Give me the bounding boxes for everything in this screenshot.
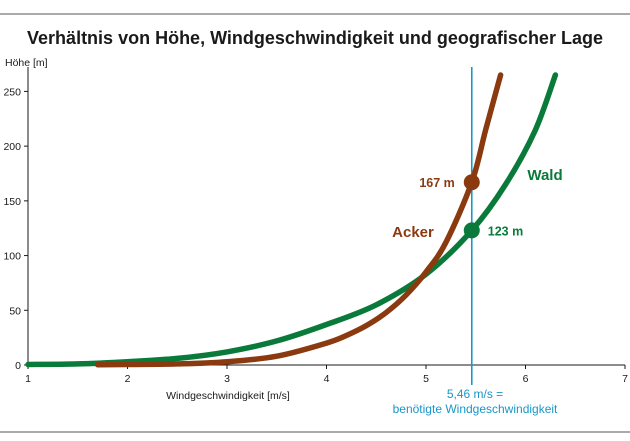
x-tick-label: 5 (423, 373, 429, 385)
y-tick-label: 250 (3, 86, 21, 98)
reference-note-line1: 5,46 m/s = (447, 387, 503, 401)
axes: 0 50 100 150 200 250 1 2 3 4 5 6 7 (3, 67, 628, 385)
marker-wald (463, 222, 480, 239)
series-label-wald: Wald (527, 167, 562, 184)
y-tick-label: 50 (9, 305, 21, 317)
y-tick-label: 150 (3, 196, 21, 208)
x-tick-label: 1 (25, 373, 31, 385)
marker-acker (463, 174, 480, 191)
x-tick-label: 2 (125, 373, 131, 385)
reference-note-line2: benötigte Windgeschwindigkeit (393, 402, 558, 416)
series-label-acker: Acker (392, 224, 434, 241)
x-axis-label: Windgeschwindigkeit [m/s] (166, 390, 290, 402)
y-tick-label: 100 (3, 251, 21, 263)
chart-title: Verhältnis von Höhe, Windgeschwindigkeit… (27, 28, 603, 48)
series-line-wald (25, 72, 559, 368)
x-tick-label: 6 (523, 373, 529, 385)
series-group: Acker Wald (25, 72, 563, 368)
y-axis-label: Höhe [m] (5, 57, 48, 69)
x-tick-label: 3 (224, 373, 230, 385)
x-tick-label: 7 (622, 373, 628, 385)
marker-label-wald: 123 m (488, 224, 523, 238)
series-line-acker (94, 72, 504, 368)
x-tick-label: 4 (324, 373, 330, 385)
marker-group: 167 m 123 m (419, 174, 523, 239)
y-tick-label: 200 (3, 141, 21, 153)
marker-label-acker: 167 m (419, 176, 454, 190)
y-tick-label: 0 (15, 360, 21, 372)
